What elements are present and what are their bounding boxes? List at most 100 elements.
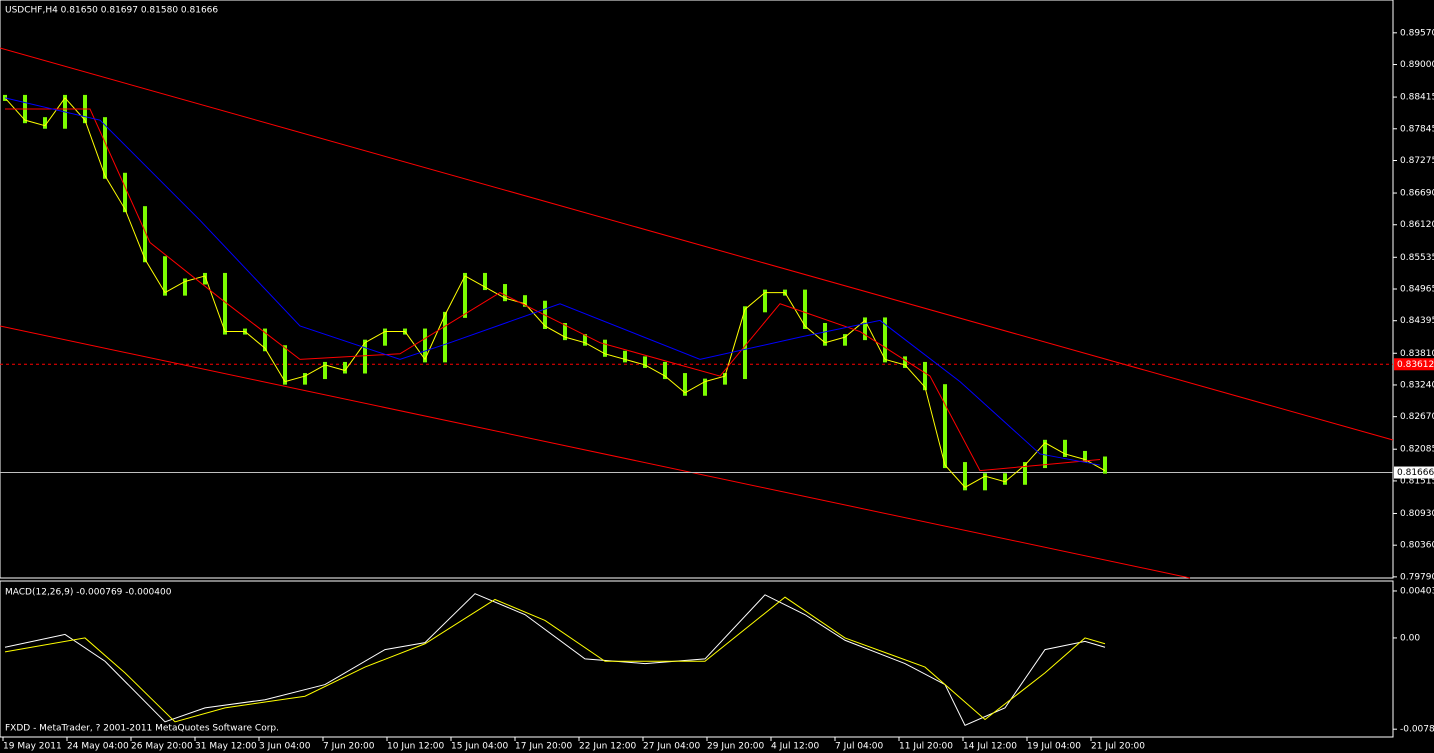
candle — [863, 317, 867, 341]
candle — [443, 311, 447, 363]
alert-box — [1394, 358, 1434, 371]
footer: FXDD - MetaTrader, ? 2001-2011 MetaQuote… — [5, 724, 279, 734]
candle — [803, 289, 807, 329]
candle — [923, 361, 927, 391]
candle — [43, 117, 47, 129]
x-tick-label: 27 Jun 04:00 — [643, 742, 700, 752]
y-tick-label: 0.84395 — [1400, 316, 1434, 326]
y-tick-label: 0.83240 — [1400, 380, 1434, 390]
current-price-label: 0.81666 — [1397, 468, 1434, 478]
candle — [723, 373, 727, 385]
candle — [103, 117, 107, 179]
x-tick-label: 4 Jul 12:00 — [771, 742, 820, 752]
macd-pane — [0, 580, 1394, 738]
candle — [563, 322, 567, 341]
candle — [1003, 473, 1007, 485]
y-tick-label: 0.81515 — [1400, 476, 1434, 486]
candle — [463, 272, 467, 318]
candle — [283, 345, 287, 385]
candle — [263, 328, 267, 352]
candle — [643, 356, 647, 368]
alert-label: 0.83612 — [1397, 360, 1434, 370]
x-tick-label: 19 Jul 04:00 — [1027, 742, 1081, 752]
macd-signal — [4, 596, 1106, 723]
candle — [323, 361, 327, 380]
candle — [423, 328, 427, 363]
candle — [603, 339, 607, 357]
y-tick-label: 0.82085 — [1400, 445, 1434, 455]
candle — [1043, 439, 1047, 469]
x-tick-label: 14 Jul 12:00 — [963, 742, 1017, 752]
candle — [983, 473, 987, 491]
y-tick-label: 0.89570 — [1400, 28, 1434, 38]
y-tick-label: 0.79790 — [1400, 572, 1434, 582]
candle — [123, 172, 127, 213]
candle — [383, 328, 387, 346]
candle — [583, 334, 587, 346]
y-tick-label: 0.84965 — [1400, 285, 1434, 295]
x-tick-label: 26 May 20:00 — [131, 742, 193, 752]
candle — [303, 373, 307, 385]
candle — [963, 462, 967, 491]
candle — [683, 373, 687, 396]
candle — [343, 361, 347, 374]
x-tick-label: 22 Jun 12:00 — [579, 742, 636, 752]
y-tick-label: 0.87845 — [1400, 124, 1434, 134]
y-tick-label: 0.86690 — [1400, 189, 1434, 199]
candle — [943, 384, 947, 469]
close-line — [4, 97, 1106, 488]
candle — [843, 334, 847, 346]
candle — [623, 350, 627, 363]
y-tick-label: 0.85535 — [1400, 253, 1434, 263]
x-tick-label: 11 Jul 20:00 — [899, 742, 953, 752]
x-tick-label: 24 May 04:00 — [67, 742, 129, 752]
candle — [823, 322, 827, 346]
y-tick-label: 0.89000 — [1400, 60, 1434, 70]
x-tick-label: 10 Jun 12:00 — [387, 742, 444, 752]
candle — [1103, 456, 1107, 474]
candle — [1063, 439, 1067, 457]
x-tick-label: 19 May 2011 — [3, 742, 62, 752]
y-tick-label: -0.00783 — [1400, 725, 1434, 735]
candle — [903, 356, 907, 368]
y-tick-label: 0.00 — [1400, 633, 1420, 643]
current-price-box — [1394, 466, 1434, 479]
candle — [183, 278, 187, 296]
y-tick-label: 0.87275 — [1400, 156, 1434, 166]
y-tick-label: 0.00403 — [1400, 586, 1434, 596]
x-tick-label: 3 Jun 04:00 — [259, 742, 311, 752]
y-tick-label: 0.82670 — [1400, 412, 1434, 422]
x-tick-label: 7 Jul 04:00 — [835, 742, 884, 752]
candle — [1083, 450, 1087, 463]
candle — [143, 206, 147, 263]
candle — [663, 361, 667, 380]
x-tick-label: 17 Jun 20:00 — [515, 742, 572, 752]
price-pane — [0, 0, 1394, 579]
candle — [763, 289, 767, 313]
candle — [163, 256, 167, 296]
x-tick-label: 31 May 12:00 — [195, 742, 257, 752]
channel-upper — [0, 47, 1394, 441]
macd-title: MACD(12,26,9) -0.000769 -0.000400 — [5, 588, 172, 598]
y-tick-label: 0.86120 — [1400, 220, 1434, 230]
candle — [1023, 462, 1027, 485]
candle — [703, 378, 707, 396]
candle — [363, 339, 367, 374]
chart-header: USDCHF,H4 0.81650 0.81697 0.81580 0.8166… — [5, 6, 218, 16]
candle — [883, 317, 887, 363]
slow-ma — [4, 97, 1101, 466]
channel-lower — [0, 325, 1191, 579]
x-tick-label: 21 Jul 20:00 — [1091, 742, 1145, 752]
y-tick-label: 0.80930 — [1400, 509, 1434, 519]
candle — [503, 284, 507, 302]
fast-ma — [5, 108, 1101, 472]
candle — [223, 272, 227, 335]
x-tick-label: 29 Jun 20:00 — [707, 742, 764, 752]
candle — [203, 272, 207, 285]
candle — [483, 272, 487, 291]
candle — [743, 306, 747, 380]
x-tick-label: 15 Jun 04:00 — [451, 742, 508, 752]
y-tick-label: 0.83810 — [1400, 349, 1434, 359]
y-tick-label: 0.88415 — [1400, 93, 1434, 103]
